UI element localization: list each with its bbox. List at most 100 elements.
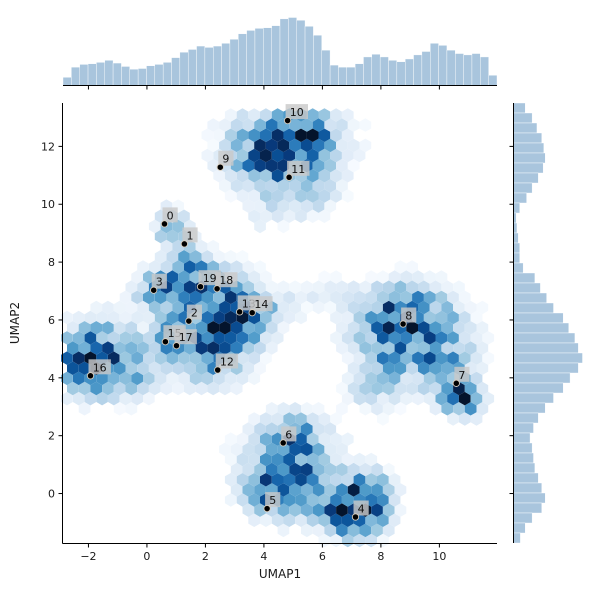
cluster-label-box	[88, 359, 111, 375]
hexbin-cell	[341, 169, 354, 183]
hexbin-cell	[377, 310, 389, 325]
hexbin-cell	[271, 513, 284, 527]
cluster-point	[285, 173, 293, 181]
y-axis-tick-label: 8	[48, 256, 55, 269]
cluster-label-text: 9	[222, 153, 229, 166]
top-marginal-bar	[79, 64, 89, 86]
x-axis-tick-label: 0	[143, 550, 150, 563]
hexbin-cell	[341, 513, 354, 527]
hexbin-cell	[441, 280, 454, 294]
hexbin-cell	[72, 391, 85, 406]
hexbin-cell	[423, 310, 436, 325]
top-marginal-bar	[354, 63, 364, 86]
hexbin-cell	[447, 391, 459, 406]
hexbin-cell	[289, 402, 301, 416]
hexbin-cell	[248, 128, 261, 142]
right-marginal-bar	[513, 222, 518, 234]
hexbin-cell	[423, 331, 436, 345]
hexbin-cell	[318, 432, 331, 446]
hexbin-cell	[353, 290, 366, 305]
cluster-label-text: 2	[191, 307, 198, 320]
cluster-label-text: 18	[219, 274, 233, 287]
hexbin-cell	[224, 250, 237, 264]
hexbin-cell	[166, 250, 179, 264]
hexbin-cell	[312, 280, 325, 294]
hexbin-cell	[347, 361, 360, 375]
hexbin-cell	[277, 483, 290, 497]
cluster-label-text: 17	[179, 331, 193, 344]
hexbin-cell	[330, 432, 342, 446]
cluster-label-5: 5	[263, 492, 281, 513]
top-marginal-bar	[446, 49, 456, 86]
hexbin-cell	[277, 503, 290, 517]
hexbin-cell	[283, 148, 296, 163]
hexbin-cell	[289, 138, 301, 153]
hexbin-cell	[201, 371, 214, 386]
cluster-label-box	[215, 353, 239, 369]
hexbin-cell	[324, 158, 337, 173]
top-marginal-bar	[229, 39, 239, 86]
hexbin-cell	[283, 310, 296, 325]
right-marginal-bar	[513, 442, 533, 454]
hexbin-cell	[219, 118, 231, 132]
hexbin-cell	[236, 148, 249, 163]
hexbin-cell	[382, 503, 395, 517]
hexbin-cell	[324, 199, 337, 213]
right-marginal-bar	[513, 172, 539, 184]
hexbin-cell	[72, 310, 85, 325]
hexbin-cell	[412, 290, 424, 305]
hexbin-cell	[236, 473, 249, 487]
hexbin-cell	[429, 300, 442, 315]
hexbin-cell	[458, 391, 471, 406]
hexbin-cell	[148, 219, 161, 234]
top-marginal-bar	[104, 60, 114, 86]
top-marginal-bar	[221, 43, 231, 86]
hexbin-cell	[61, 371, 73, 386]
hexbin-cell	[429, 381, 442, 396]
hexbin-cell	[277, 321, 290, 335]
hexbin-cell	[154, 351, 167, 365]
top-marginal-bar	[455, 53, 464, 86]
hexbin-cell	[371, 402, 383, 416]
hexbin-cell	[78, 341, 91, 355]
hexbin-cell	[377, 493, 389, 507]
hexbin-cell	[108, 331, 120, 345]
hexbin-cell	[254, 341, 266, 355]
hexbin-cell	[289, 280, 301, 294]
hexbin-cell	[224, 432, 237, 446]
hexbin-cell	[254, 138, 266, 153]
hexbin-cell	[201, 128, 214, 142]
hexbin-cell	[219, 381, 231, 396]
hexbin-cell	[435, 371, 448, 386]
top-marginal-histogram	[62, 17, 498, 90]
top-marginal-bar	[279, 18, 289, 86]
hexbin-cell	[295, 148, 307, 163]
hexbin-cell	[464, 321, 477, 335]
hexbin-cell	[347, 280, 360, 294]
hexbin-cell	[201, 148, 214, 163]
hexbin-cell	[295, 432, 307, 446]
cluster-label-text: 19	[203, 272, 217, 285]
hexbin-cell	[458, 351, 471, 365]
hexbin-cell	[224, 310, 237, 325]
hexbin-cell	[429, 402, 442, 416]
hexbin-cell	[219, 260, 231, 274]
hexbin-cell	[236, 128, 249, 142]
hexbin-cell	[447, 290, 459, 305]
hexbin-cell	[359, 523, 372, 538]
cluster-label-11: 11	[285, 160, 310, 181]
hexbin-cell	[382, 280, 395, 294]
hexbin-cell	[248, 209, 261, 223]
hexbin-cell	[453, 402, 465, 416]
top-marginal-bar	[304, 26, 314, 86]
hexbin-cell	[213, 128, 225, 142]
hexbin-cell	[365, 290, 378, 305]
hexbin-cell	[61, 310, 73, 325]
hexbin-cell	[265, 341, 278, 355]
right-marginal-bar	[513, 292, 547, 304]
hexbin-cell	[336, 442, 348, 457]
hexbin-cell	[160, 381, 173, 396]
hexbin-cell	[184, 341, 196, 355]
hexbin-cell	[61, 391, 73, 406]
